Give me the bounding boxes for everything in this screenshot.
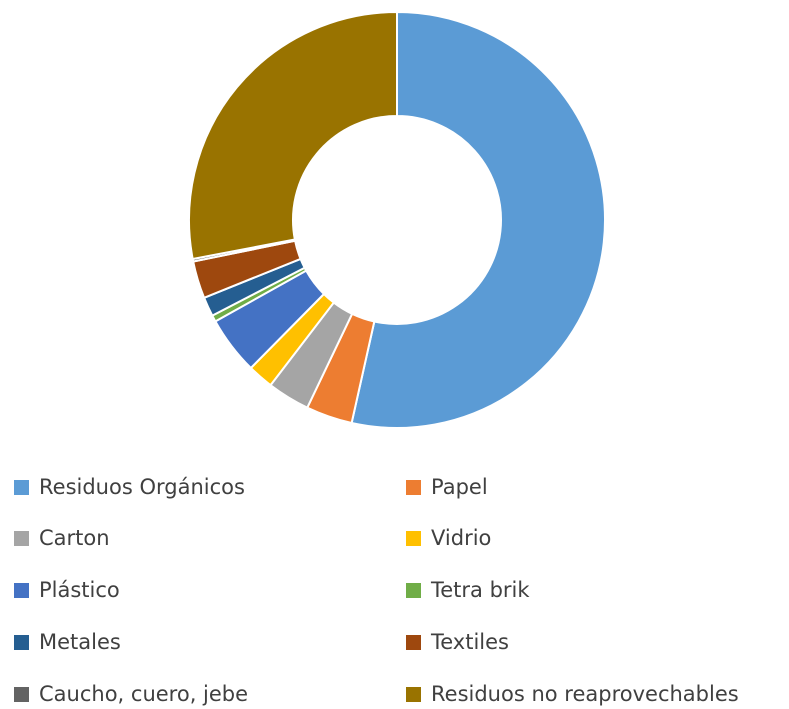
legend-swatch-plastico: [14, 582, 29, 598]
legend-label-metales: Metales: [39, 630, 121, 654]
legend: Residuos Orgánicos Papel Carton Vidrio P…: [0, 462, 789, 709]
legend-label-carton: Carton: [39, 526, 110, 550]
legend-item-carton: Carton: [14, 523, 110, 553]
legend-label-residuos-no-reaprovechables: Residuos no reaprovechables: [431, 682, 739, 706]
legend-item-metales: Metales: [14, 627, 121, 657]
legend-item-residuos-organicos: Residuos Orgánicos: [14, 472, 245, 502]
legend-label-textiles: Textiles: [431, 630, 510, 654]
legend-label-vidrio: Vidrio: [431, 526, 492, 550]
legend-swatch-textiles: [406, 634, 421, 650]
legend-swatch-papel: [406, 479, 421, 495]
legend-swatch-metales: [14, 634, 29, 650]
legend-label-papel: Papel: [431, 475, 488, 499]
legend-label-residuos-organicos: Residuos Orgánicos: [39, 475, 245, 499]
legend-label-plastico: Plástico: [39, 578, 120, 602]
legend-item-textiles: Textiles: [406, 627, 509, 657]
legend-item-vidrio: Vidrio: [406, 523, 491, 553]
slice-residuos-no-reaprovechables: [188, 10, 398, 261]
slice-residuos-organicos: [350, 10, 606, 429]
legend-item-residuos-no-reaprovechables: Residuos no reaprovechables: [406, 679, 739, 709]
legend-item-tetra-brik: Tetra brik: [406, 575, 530, 605]
legend-swatch-vidrio: [406, 530, 421, 546]
legend-label-caucho-cuero-jebe: Caucho, cuero, jebe: [39, 682, 249, 706]
legend-label-tetra-brik: Tetra brik: [431, 578, 530, 602]
donut-plot: [188, 10, 606, 429]
legend-item-plastico: Plástico: [14, 575, 120, 605]
legend-item-caucho-cuero-jebe: Caucho, cuero, jebe: [14, 679, 248, 709]
legend-swatch-carton: [14, 530, 29, 546]
legend-swatch-caucho-cuero-jebe: [14, 686, 29, 702]
legend-swatch-tetra-brik: [406, 582, 421, 598]
legend-swatch-residuos-no-reaprovechables: [406, 686, 421, 702]
legend-item-papel: Papel: [406, 472, 488, 502]
legend-swatch-residuos-organicos: [14, 479, 29, 495]
